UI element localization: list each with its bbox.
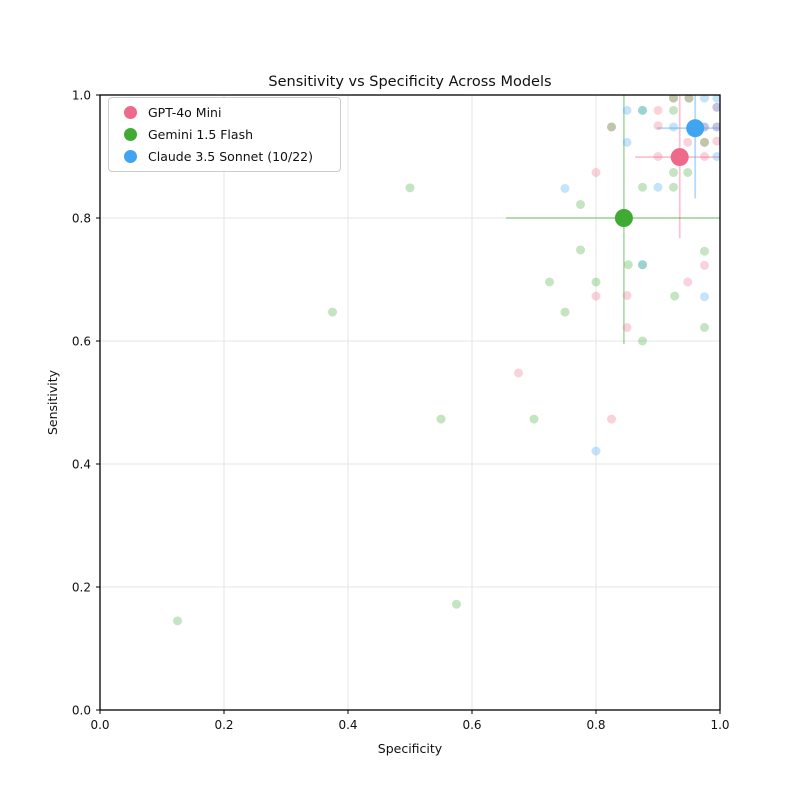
y-tick-label: 0.0 [72,704,91,718]
y-tick-label: 0.2 [72,581,91,595]
claude-3-5-sonnet-10-22-swatch-icon [124,150,137,163]
series-gpt-4o-mini-points [514,95,720,424]
y-tick-label: 1.0 [72,89,91,103]
axis-ticks: 0.0 0.2 0.4 0.6 0.8 1.0 0.0 0.2 0.4 0.6 0.8 1.0 [72,89,730,733]
legend-label: Claude 3.5 Sonnet (10/22) [148,149,314,164]
legend-label: GPT-4o Mini [148,105,222,120]
x-tick-label: 0.6 [462,718,481,732]
x-tick-label: 0.4 [338,718,357,732]
series-gemini-1-5-flash-points [173,95,709,626]
x-tick-label: 0.2 [214,718,233,732]
main-point-claude-3-5-sonnet-10-22 [686,119,705,138]
gpt-4o-mini-swatch-icon [124,106,137,119]
main-point-gemini-1-5-flash [614,209,633,227]
series-claude-3-5-sonnet-10-22-points [560,95,720,456]
x-tick-label: 0.0 [90,718,109,732]
plot-area [173,95,720,626]
y-axis-label: Sensitivity [45,369,60,435]
x-axis-label: Specificity [378,741,443,756]
legend-item-claude-3-5-sonnet-10-22: Claude 3.5 Sonnet (10/22) [118,149,330,164]
x-tick-label: 1.0 [710,718,729,732]
legend: GPT-4o Mini Gemini 1.5 Flash Claude 3.5 So… [108,97,341,172]
axes-border [99,94,721,711]
legend-item-gpt-4o-mini: GPT-4o Mini [118,105,330,120]
y-tick-label: 0.8 [72,212,91,226]
legend-label: Gemini 1.5 Flash [148,127,254,142]
chart-title: Sensitivity vs Specificity Across Models [268,74,551,90]
main-point-gpt-4o-mini [670,148,689,167]
x-tick-label: 0.8 [586,718,605,732]
y-tick-label: 0.6 [72,335,91,349]
legend-item-gemini-1-5-flash: Gemini 1.5 Flash [118,127,330,142]
gemini-1-5-flash-swatch-icon [124,128,137,141]
y-tick-label: 0.4 [72,458,91,472]
